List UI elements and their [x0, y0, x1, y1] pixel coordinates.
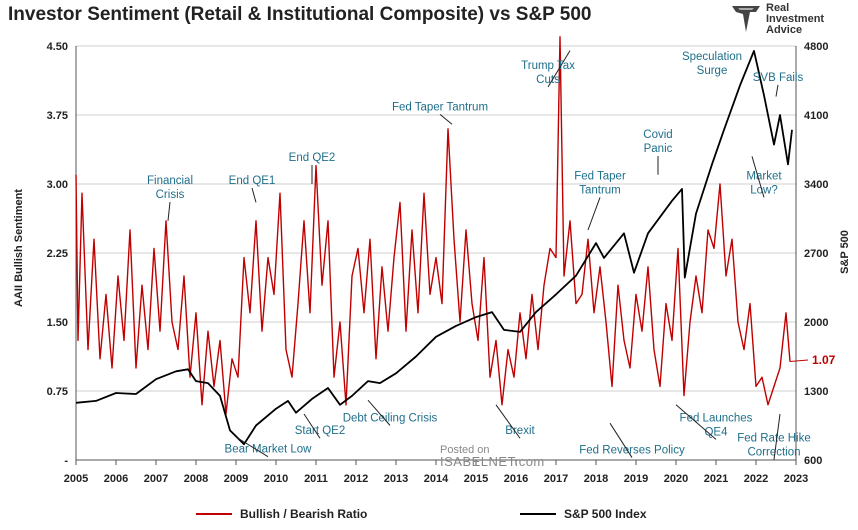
x-tick-label: 2006 [104, 473, 128, 485]
annotation-arrow [587, 197, 601, 231]
y-tick-label-right: 4800 [804, 41, 828, 53]
annotation-fed-launches-qe4: Fed Launches QE4 [680, 412, 753, 438]
legend-item-ratio: Bullish / Bearish Ratio [196, 507, 367, 521]
x-tick-label: 2019 [624, 473, 648, 485]
annotation-arrow [775, 84, 779, 97]
watermark: Posted on ISABELNET.com [440, 444, 545, 469]
x-tick-label: 2007 [144, 473, 168, 485]
legend-swatch-ratio [196, 513, 232, 515]
x-axis: 2005 2006 2007 2008 2009 2010 2011 2012 2013 2014… [64, 460, 808, 485]
annotation-arrow [675, 404, 717, 440]
x-tick-label: 2015 [464, 473, 488, 485]
x-tick-label: 2013 [384, 473, 408, 485]
annotation-financial-crisis: Financial Crisis [147, 175, 193, 201]
annotation-arrow [547, 50, 571, 88]
y-axis-left: - 0.75 1.50 2.25 3.00 3.75 4.50 [47, 41, 69, 467]
annotation-arrow [439, 114, 453, 125]
annotation-arrow [367, 399, 391, 426]
annotation-arrow [303, 413, 321, 439]
legend-swatch-sp500 [520, 513, 556, 515]
ratio-line [75, 36, 791, 415]
x-tick-label: 2009 [224, 473, 248, 485]
y-tick-label-left: 4.50 [47, 41, 68, 53]
annotation-arrow [167, 201, 171, 221]
x-tick-label: 2020 [664, 473, 688, 485]
annotation-start-qe2: Start QE2 [295, 425, 346, 437]
chart-area: - 0.75 1.50 2.25 3.00 3.75 4.50 600 1300 2000 270… [13, 36, 851, 485]
x-tick-label: 2012 [344, 473, 368, 485]
annotation-end-qe1: End QE1 [229, 175, 276, 187]
y-tick-label-left: 3.75 [47, 110, 68, 122]
y-tick-label-right: 3400 [804, 179, 828, 191]
x-tick-label: 2011 [304, 473, 328, 485]
annotation-trump-tax-cuts: Trump Tax Cuts [521, 60, 575, 86]
legend: Bullish / Bearish Ratio S&P 500 Index [0, 500, 858, 528]
annotation-fed-reverses-policy: Fed Reverses Policy [579, 445, 685, 457]
y-tick-label-right: 1300 [804, 386, 828, 398]
annotations: Financial Crisis End QE1 End QE2 Fed Taper T… [147, 50, 811, 460]
y-tick-label-left: 1.50 [47, 317, 68, 329]
x-tick-label: 2023 [784, 473, 808, 485]
annotation-market-low: Market Low? [746, 170, 782, 196]
x-tick-label: 2008 [184, 473, 208, 485]
annotation-debt-ceiling-crisis: Debt Ceiling Crisis [343, 412, 438, 424]
annotation-fed-taper-tantrum: Fed Taper Tantrum [392, 101, 488, 113]
x-tick-label: 2021 [704, 473, 728, 485]
y-tick-label-right: 2000 [804, 317, 828, 329]
annotation-svb-fails: SVB Fails [753, 72, 804, 84]
y-tick-label-left: 0.75 [47, 386, 68, 398]
x-tick-label: 2016 [504, 473, 528, 485]
annotation-covid-panic: Covid Panic [643, 129, 672, 155]
logo-text: Real Investment Advice [766, 2, 825, 36]
x-tick-label: 2022 [744, 473, 768, 485]
y-tick-label-left: - [64, 455, 68, 467]
annotation-arrow [751, 156, 765, 198]
annotation-arrow [235, 436, 269, 458]
sp500-line [75, 50, 793, 446]
y-axis-left-label: AAII Bullish Sentiment [13, 189, 25, 307]
annotation-arrow [251, 187, 257, 203]
y-tick-label-right: 4100 [804, 110, 828, 122]
annotation-brexit: Brexit [505, 425, 535, 437]
y-tick-label-left: 2.25 [47, 248, 68, 260]
series-bullish-bearish-ratio [75, 36, 809, 415]
x-tick-label: 2017 [544, 473, 568, 485]
chart-title: Investor Sentiment (Retail & Institution… [8, 4, 592, 25]
annotation-bear-market-low: Bear Market Low [225, 444, 313, 456]
y-tick-label-right: 600 [804, 455, 822, 467]
y-axis-right: 600 1300 2000 2700 3400 4100 4800 [804, 41, 828, 467]
y-tick-label-right: 2700 [804, 248, 828, 260]
x-tick-label: 2005 [64, 473, 88, 485]
annotation-fed-rate-hike-correction: Fed Rate Hike Correction [737, 433, 811, 459]
annotation-arrow [609, 422, 633, 458]
last-value-label: 1.07 [812, 353, 836, 367]
legend-label-ratio: Bullish / Bearish Ratio [240, 507, 368, 521]
legend-item-sp500: S&P 500 Index [520, 507, 647, 521]
annotation-arrow [773, 413, 781, 460]
annotation-fed-taper-tantrum: Fed Taper Tantrum [574, 170, 626, 196]
annotation-end-qe2: End QE2 [289, 152, 336, 164]
annotation-speculation-surge: Speculation Surge [682, 51, 742, 77]
x-tick-label: 2010 [264, 473, 288, 485]
logo: Real Investment Advice [730, 2, 852, 38]
last-value-pointer [789, 359, 809, 363]
x-tick-label: 2018 [584, 473, 608, 485]
eagle-logo-icon [732, 6, 760, 32]
legend-label-sp500: S&P 500 Index [564, 507, 647, 521]
series-sp500 [75, 50, 793, 446]
y-axis-right-label: S&P 500 [839, 230, 851, 274]
y-tick-label-left: 3.00 [47, 179, 68, 191]
annotation-arrow [495, 404, 521, 439]
x-tick-label: 2014 [424, 473, 449, 485]
